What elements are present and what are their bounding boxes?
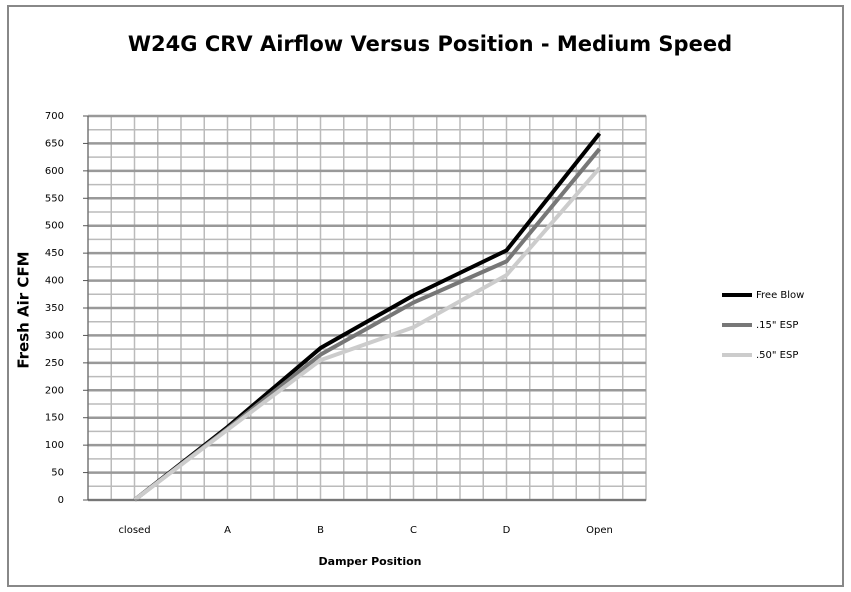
y-tick-label: 400	[45, 276, 64, 287]
y-tick-label: 250	[45, 358, 64, 369]
y-tick-label: 650	[45, 138, 64, 149]
x-tick-label: A	[224, 525, 231, 536]
y-axis-label: Fresh Air CFM	[15, 251, 33, 368]
plot	[133, 132, 602, 502]
x-tick-label: closed	[118, 525, 150, 536]
y-tick-label: 300	[45, 330, 64, 341]
x-tick-label: B	[317, 525, 324, 536]
y-tick-label: 50	[51, 468, 64, 479]
y-tick-label: 200	[45, 385, 64, 396]
chart-title: W24G CRV Airflow Versus Position - Mediu…	[128, 32, 732, 56]
x-axis-label: Damper Position	[319, 555, 422, 568]
y-tick-label: 600	[45, 166, 64, 177]
y-tick-label: 150	[45, 413, 64, 424]
y-tick-label: 550	[45, 193, 64, 204]
y-tick-label: 500	[45, 221, 64, 232]
legend-label: .15" ESP	[756, 320, 798, 331]
x-tick-label: C	[410, 525, 417, 536]
series-line	[133, 166, 602, 502]
y-tick-label: 100	[45, 440, 64, 451]
y-tick-label: 700	[45, 111, 64, 122]
legend-label: .50" ESP	[756, 350, 798, 361]
legend-label: Free Blow	[756, 290, 804, 301]
x-tick-label: D	[503, 525, 511, 536]
y-tick-label: 0	[58, 495, 64, 506]
y-tick-label: 350	[45, 303, 64, 314]
x-tick-label: Open	[586, 525, 613, 536]
y-tick-label: 450	[45, 248, 64, 259]
grid	[87, 114, 647, 502]
